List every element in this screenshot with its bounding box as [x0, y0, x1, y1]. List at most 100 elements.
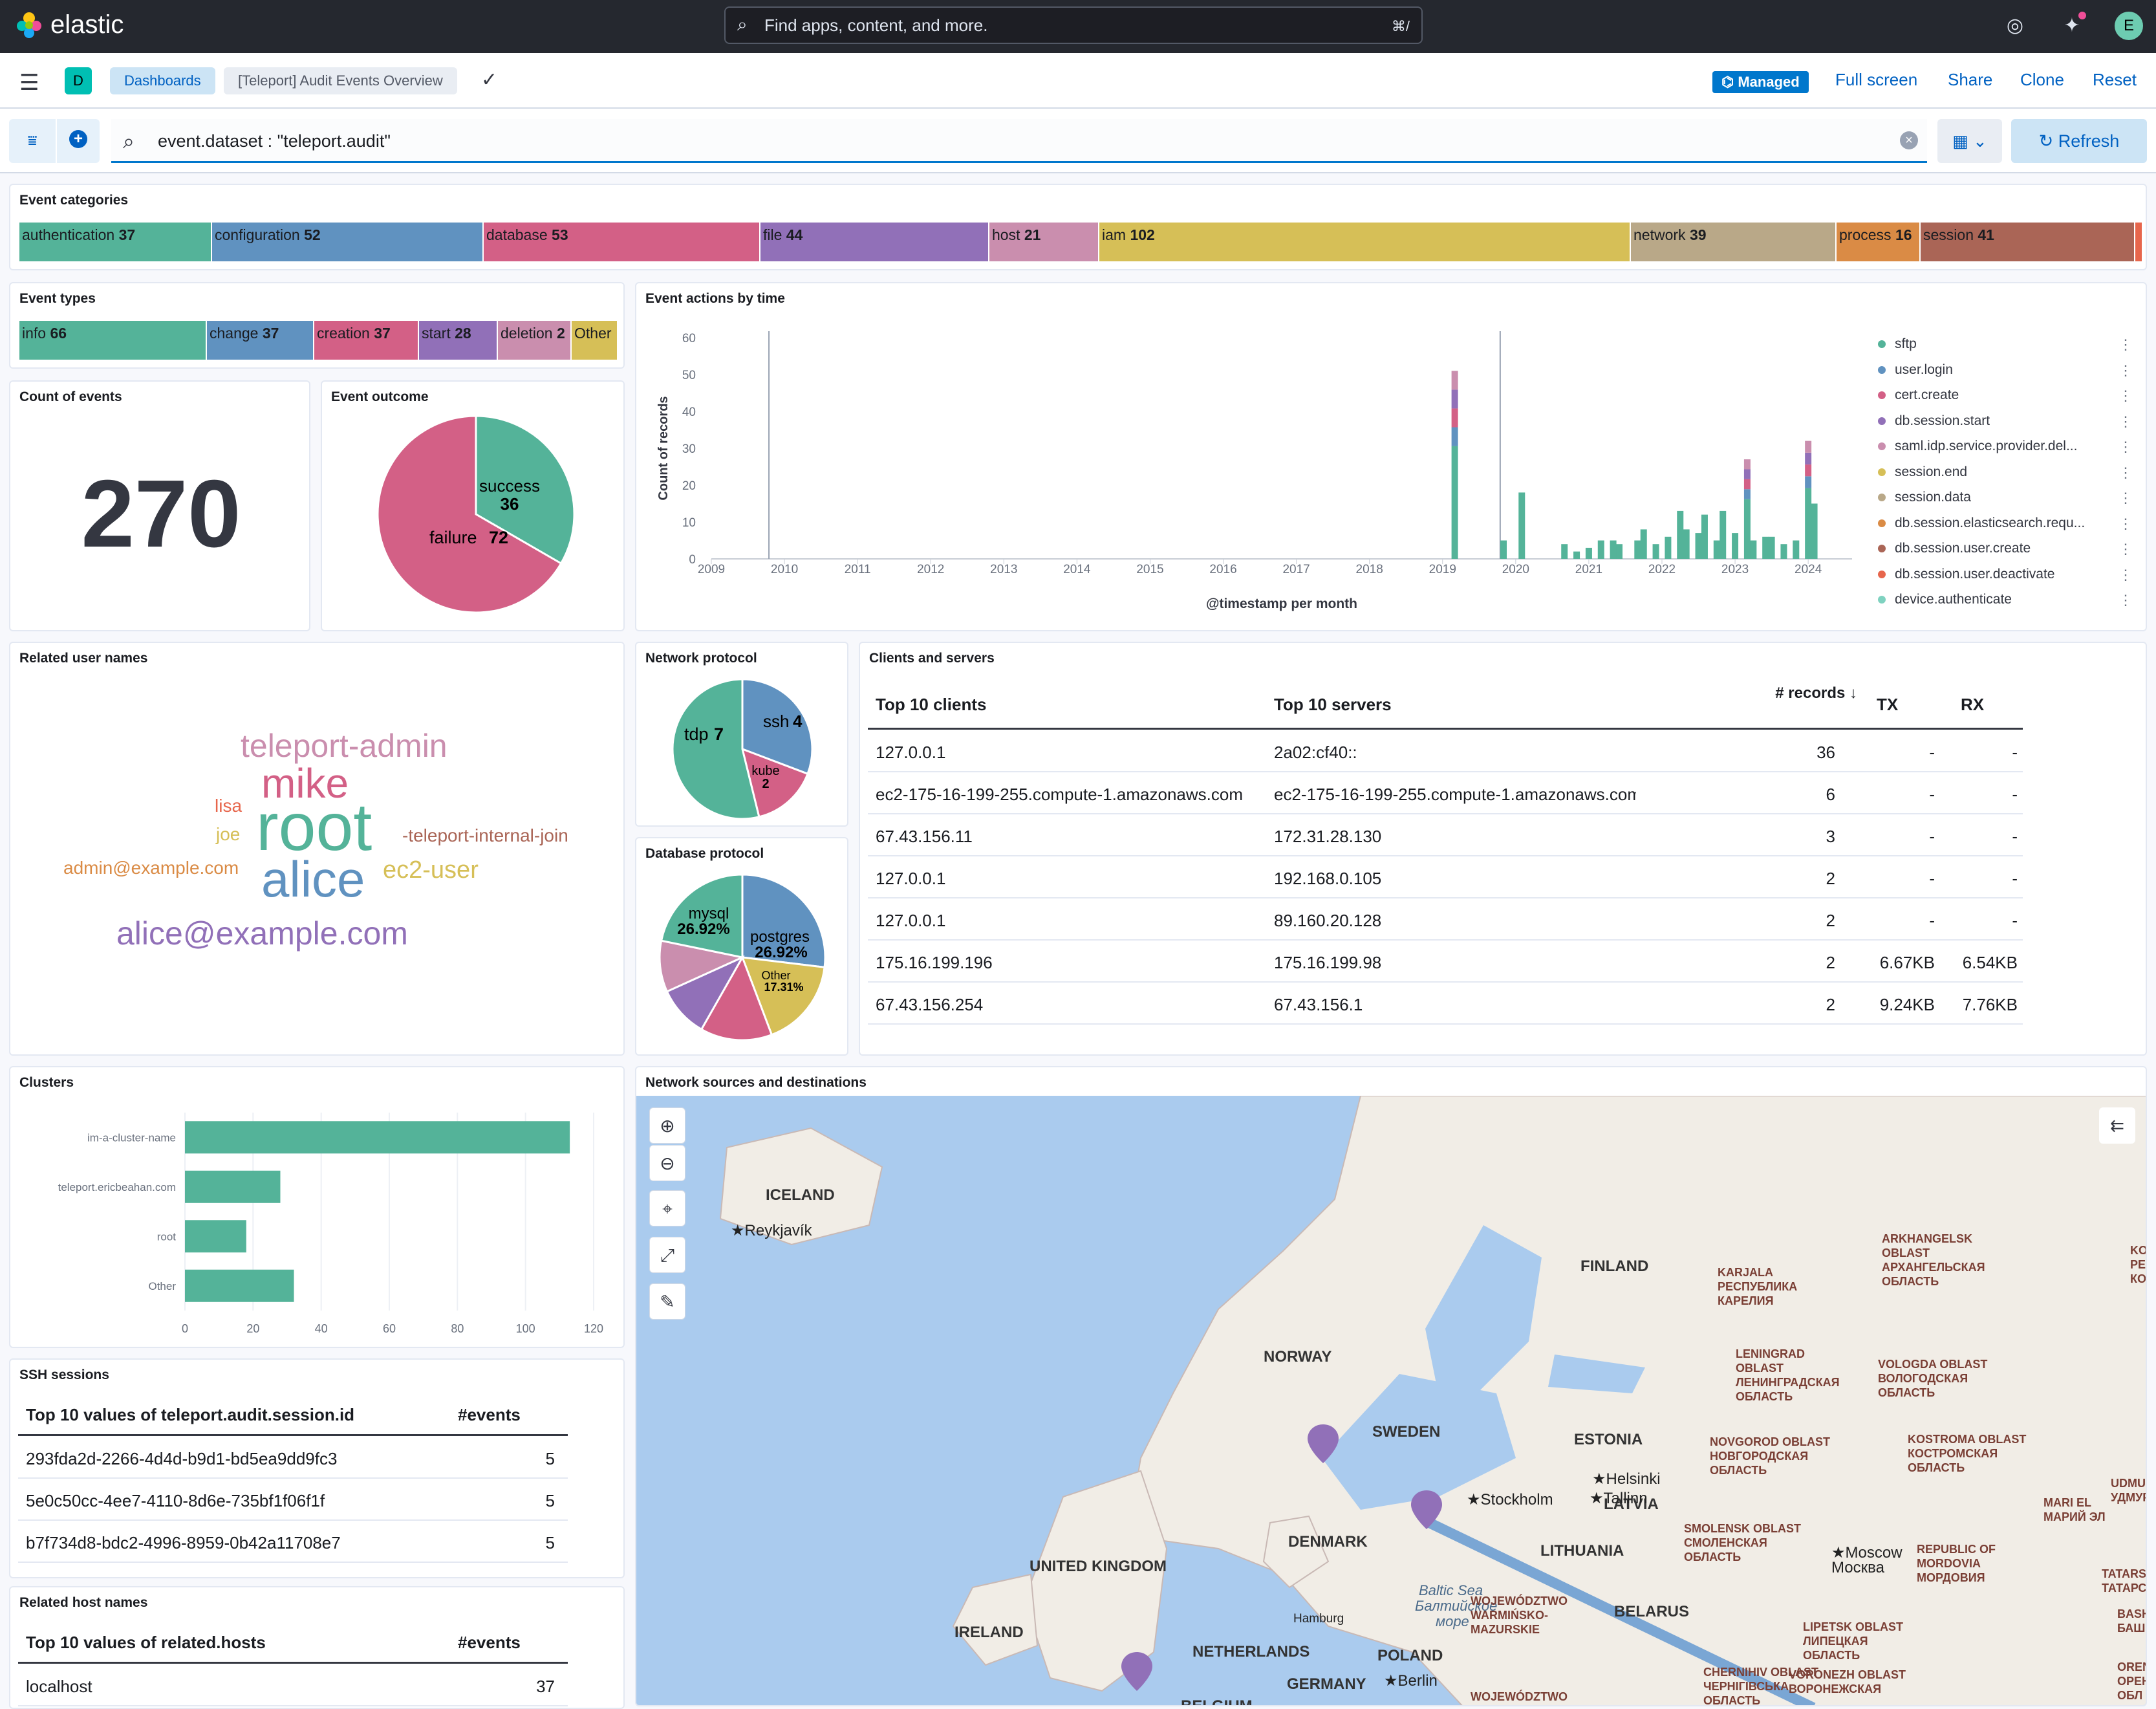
type-segment[interactable]: deletion 2 [498, 321, 570, 360]
legend-item[interactable]: db.session.user.create ⋮ [1878, 541, 2146, 557]
sea-label: Baltic Sea [1419, 1582, 1483, 1598]
legend-options-icon[interactable]: ⋮ [2118, 362, 2133, 378]
query-input[interactable]: ⌕ event.dataset : "teleport.audit" × [111, 119, 1927, 163]
cell-rx: - [2012, 743, 2018, 762]
cell-rx: - [2012, 827, 2018, 846]
category-segment[interactable]: iam 102 [1099, 223, 1630, 261]
category-segment[interactable] [2135, 223, 2142, 261]
user-tag[interactable]: lisa [215, 796, 243, 816]
legend-item[interactable]: sftp ⋮ [1878, 336, 2146, 353]
legend-label: db.session.user.deactivate [1895, 566, 2055, 582]
legend-color-dot [1878, 596, 1886, 604]
fullscreen-map-icon[interactable]: ⤢ [649, 1237, 685, 1273]
legend-options-icon[interactable]: ⋮ [2118, 413, 2133, 430]
type-label: deletion [501, 325, 557, 342]
category-segment[interactable]: session 41 [1921, 223, 2134, 261]
user-tag[interactable]: teleport-admin [241, 728, 447, 764]
category-segment[interactable]: process 16 [1837, 223, 1919, 261]
reset-button[interactable]: Reset [2093, 70, 2137, 89]
legend-item[interactable]: db.session.elasticsearch.requ... ⋮ [1878, 515, 2146, 532]
histogram-bar [1652, 544, 1659, 559]
col-header-rx[interactable]: RX [1961, 695, 1985, 714]
cluster-bar [185, 1121, 570, 1154]
help-icon[interactable]: ◎ [2006, 15, 2024, 36]
region-label: КОСТРОМСКАЯ [1908, 1447, 1998, 1460]
actions-legend: sftp ⋮ user.login ⋮ cert.create ⋮ db.session.s… [1878, 336, 2146, 621]
city-name: Stockholm [1480, 1491, 1553, 1508]
col-header-events[interactable]: #events [458, 1405, 521, 1424]
global-search-input[interactable]: ⌕ Find apps, content, and more. ⌘/ [724, 6, 1423, 44]
col-header-tx[interactable]: TX [1877, 695, 1899, 714]
legend-options-icon[interactable]: ⋮ [2118, 464, 2133, 481]
filter-menu-button[interactable]: ⩸ [9, 119, 56, 163]
col-header-events[interactable]: #events [458, 1633, 521, 1652]
layer-control-icon[interactable]: ⇇ [2099, 1107, 2135, 1144]
locate-icon[interactable]: ⌖ [649, 1190, 685, 1226]
type-segment[interactable]: Other [572, 321, 617, 360]
legend-item[interactable]: db.session.user.deactivate ⋮ [1878, 566, 2146, 583]
legend-options-icon[interactable]: ⋮ [2118, 490, 2133, 506]
region-label: ОБЛАСТЬ [1878, 1386, 1935, 1399]
legend-options-icon[interactable]: ⋮ [2118, 336, 2133, 353]
cell-server: 67.43.156.1 [1274, 995, 1363, 1014]
legend-item[interactable]: device.authenticate ⋮ [1878, 592, 2146, 608]
full-screen-button[interactable]: Full screen [1835, 70, 1918, 89]
legend-item[interactable]: saml.idp.service.provider.del... ⋮ [1878, 439, 2146, 455]
clone-button[interactable]: Clone [2020, 70, 2064, 89]
col-header-hosts[interactable]: Top 10 values of related.hosts [26, 1633, 266, 1652]
news-feed-icon[interactable]: ✦ [2058, 12, 2086, 40]
panel-title: Event outcome [331, 389, 429, 404]
type-segment[interactable]: change 37 [207, 321, 313, 360]
legend-options-icon[interactable]: ⋮ [2118, 387, 2133, 404]
legend-options-icon[interactable]: ⋮ [2118, 439, 2133, 455]
category-segment[interactable]: network 39 [1631, 223, 1835, 261]
type-segment[interactable]: info 66 [19, 321, 206, 360]
zoom-in-icon[interactable]: ⊕ [649, 1107, 685, 1144]
legend-item[interactable]: session.data ⋮ [1878, 490, 2146, 506]
type-segment[interactable]: start 28 [419, 321, 497, 360]
add-filter-button[interactable]: + [57, 119, 100, 163]
breadcrumb-dashboards[interactable]: Dashboards [110, 67, 215, 94]
category-segment[interactable]: database 53 [484, 223, 759, 261]
date-picker-button[interactable]: ▦ ⌄ [1937, 119, 2002, 163]
clear-query-icon[interactable]: × [1900, 131, 1918, 149]
panel-title: Related user names [19, 651, 148, 666]
elastic-logo[interactable]: elastic [16, 10, 124, 39]
category-segment[interactable]: configuration 52 [212, 223, 482, 261]
user-tag[interactable]: root [256, 790, 372, 865]
col-header-clients[interactable]: Top 10 clients [876, 695, 987, 714]
share-button[interactable]: Share [1948, 70, 1993, 89]
user-tag[interactable]: -teleport-internal-join [402, 825, 568, 845]
user-tag[interactable]: alice@example.com [116, 915, 408, 952]
mysql-value: 26.92% [677, 920, 729, 938]
type-segment[interactable]: creation 37 [314, 321, 418, 360]
category-segment[interactable]: authentication 37 [19, 223, 211, 261]
map-canvas[interactable]: ⊕ ⊖ ⌖ ⤢ ✎ ⇇ ICELAND NORWAY SWEDEN FINLAND ES… [636, 1096, 2146, 1705]
user-tag[interactable]: ec2-user [383, 856, 479, 884]
category-segment[interactable]: file 44 [760, 223, 988, 261]
user-avatar[interactable]: E [2115, 12, 2143, 40]
menu-toggle-icon[interactable]: ☰ [19, 71, 39, 95]
cell-session-id: 293fda2d-2266-4d4d-b9d1-bd5ea9dd9fc3 [26, 1449, 338, 1468]
legend-options-icon[interactable]: ⋮ [2118, 566, 2133, 583]
user-tag[interactable]: admin@example.com [63, 858, 239, 878]
col-header-servers[interactable]: Top 10 servers [1274, 695, 1392, 714]
user-tag[interactable]: alice [261, 851, 365, 908]
col-header-records[interactable]: # records ↓ [1747, 684, 1857, 702]
legend-item[interactable]: cert.create ⋮ [1878, 387, 2146, 404]
legend-options-icon[interactable]: ⋮ [2118, 592, 2133, 608]
legend-options-icon[interactable]: ⋮ [2118, 515, 2133, 532]
legend-item[interactable]: session.end ⋮ [1878, 464, 2146, 481]
table-row: b7f734d8-bdc2-4996-8959-0b42a11708e7 5 [18, 1521, 568, 1563]
user-tag[interactable]: mike [261, 760, 349, 807]
tools-icon[interactable]: ✎ [649, 1283, 685, 1320]
category-segment[interactable]: host 21 [989, 223, 1098, 261]
legend-options-icon[interactable]: ⋮ [2118, 541, 2133, 557]
legend-item[interactable]: user.login ⋮ [1878, 362, 2146, 378]
legend-item[interactable]: db.session.start ⋮ [1878, 413, 2146, 430]
col-header-session-id[interactable]: Top 10 values of teleport.audit.session.… [26, 1405, 355, 1424]
zoom-out-icon[interactable]: ⊖ [649, 1145, 685, 1181]
refresh-button[interactable]: ↻ Refresh [2011, 119, 2147, 163]
user-tag[interactable]: joe [216, 824, 241, 844]
category-count: 16 [1895, 226, 1912, 243]
